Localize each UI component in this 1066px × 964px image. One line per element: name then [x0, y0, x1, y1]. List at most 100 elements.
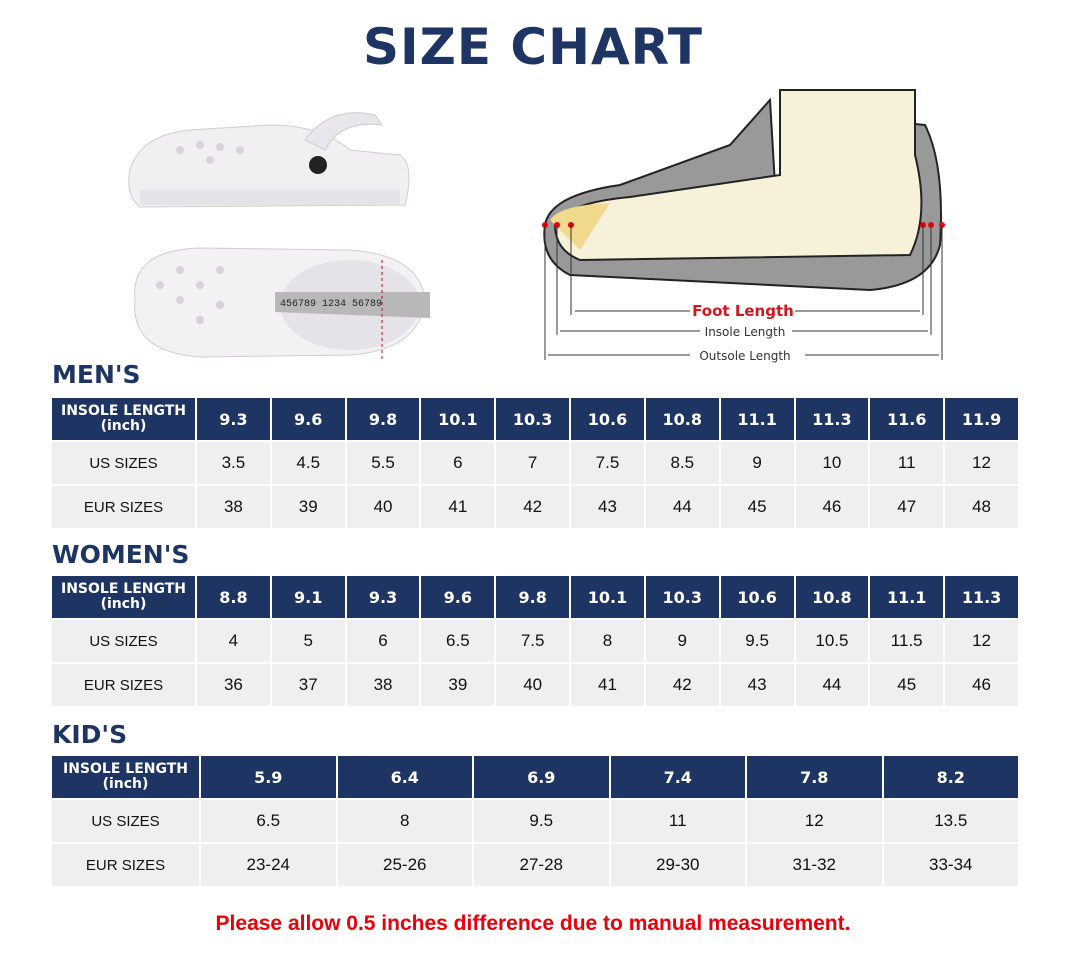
kids-size-table: INSOLE LENGTH (inch) 5.9 6.4 6.9 7.4 7.8 8.2 US …	[50, 754, 1020, 888]
size-cell: 6.5	[421, 620, 495, 662]
insole-cell: 10.1	[571, 576, 644, 618]
size-cell: 12	[945, 620, 1018, 662]
kids-heading: KID'S	[52, 720, 128, 749]
insole-length-row: INSOLE LENGTH (inch) 9.3 9.6 9.8 10.1 10.3 10.6…	[52, 398, 1018, 440]
size-cell: 39	[271, 486, 345, 528]
eur-sizes-row: EUR SIZES 36 37 38 39 40 41 42 43 44 45 46	[52, 664, 1018, 706]
size-cell: 40	[496, 664, 570, 706]
row-label: US SIZES	[52, 442, 195, 484]
size-cell: 45	[720, 486, 794, 528]
insole-cell: 7.8	[747, 756, 882, 798]
insole-cell: 10.6	[571, 398, 644, 440]
size-cell: 4.5	[271, 442, 345, 484]
size-cell: 41	[421, 486, 495, 528]
size-cell: 7.5	[496, 620, 570, 662]
insole-cell: 5.9	[201, 756, 336, 798]
size-cell: 42	[496, 486, 570, 528]
insole-cell: 8.2	[883, 756, 1018, 798]
size-cell: 10.5	[795, 620, 869, 662]
size-cell: 39	[421, 664, 495, 706]
size-cell: 44	[645, 486, 719, 528]
insole-cell: 9.1	[271, 576, 345, 618]
measurement-note: Please allow 0.5 inches difference due t…	[215, 912, 851, 935]
outsole-length-label: Outsole Length	[699, 349, 790, 363]
insole-cell: 10.6	[720, 576, 794, 618]
row-label: US SIZES	[52, 620, 195, 662]
men-heading: MEN'S	[52, 360, 141, 389]
insole-cell: 10.8	[645, 398, 719, 440]
size-cell: 29-30	[610, 844, 745, 886]
women-size-table: INSOLE LENGTH (inch) 8.8 9.1 9.3 9.6 9.8 10.1 10…	[50, 574, 1020, 708]
size-cell: 46	[795, 486, 869, 528]
row-label: EUR SIZES	[52, 844, 199, 886]
foot-measurement-diagram: Foot Length Insole Length Outsole Length	[542, 89, 945, 363]
size-cell: 9.5	[474, 800, 609, 842]
size-cell: 37	[271, 664, 345, 706]
us-sizes-row: US SIZES 6.5 8 9.5 11 12 13.5	[52, 800, 1018, 842]
size-cell: 7	[496, 442, 570, 484]
size-cell: 6.5	[201, 800, 336, 842]
size-cell: 44	[795, 664, 869, 706]
size-cell: 11	[870, 442, 944, 484]
row-label: INSOLE LENGTH (inch)	[52, 576, 195, 618]
insole-cell: 9.8	[346, 398, 420, 440]
insole-cell: 8.8	[197, 576, 270, 618]
size-cell: 5	[271, 620, 345, 662]
size-cell: 8.5	[645, 442, 719, 484]
insole-cell: 7.4	[610, 756, 745, 798]
size-cell: 41	[571, 664, 644, 706]
size-cell: 36	[197, 664, 270, 706]
size-cell: 47	[870, 486, 944, 528]
size-cell: 43	[720, 664, 794, 706]
insole-cell: 9.3	[197, 398, 270, 440]
size-cell: 38	[346, 664, 420, 706]
insole-cell: 10.3	[645, 576, 719, 618]
foot-length-label: Foot Length	[692, 302, 794, 320]
size-cell: 10	[795, 442, 869, 484]
page-title: SIZE CHART	[362, 18, 704, 76]
size-cell: 25-26	[337, 844, 472, 886]
size-cell: 8	[337, 800, 472, 842]
insole-cell: 11.3	[795, 398, 869, 440]
size-cell: 23-24	[201, 844, 336, 886]
size-cell: 40	[346, 486, 420, 528]
clog-top-measure-image: 456789 1234 56789	[134, 247, 430, 360]
size-cell: 9	[720, 442, 794, 484]
size-cell: 9.5	[720, 620, 794, 662]
insole-cell: 10.8	[795, 576, 869, 618]
size-cell: 38	[197, 486, 270, 528]
insole-length-row: INSOLE LENGTH (inch) 8.8 9.1 9.3 9.6 9.8 10.1 10…	[52, 576, 1018, 618]
insole-cell: 11.9	[945, 398, 1018, 440]
size-cell: 9	[645, 620, 719, 662]
size-cell: 5.5	[346, 442, 420, 484]
eur-sizes-row: EUR SIZES 38 39 40 41 42 43 44 45 46 47 48	[52, 486, 1018, 528]
insole-cell: 10.3	[496, 398, 570, 440]
row-label: EUR SIZES	[52, 486, 195, 528]
size-cell: 43	[571, 486, 644, 528]
insole-cell: 6.9	[474, 756, 609, 798]
size-cell: 7.5	[571, 442, 644, 484]
size-cell: 12	[945, 442, 1018, 484]
row-label: EUR SIZES	[52, 664, 195, 706]
size-cell: 33-34	[883, 844, 1018, 886]
size-cell: 6	[346, 620, 420, 662]
insole-cell: 11.6	[870, 398, 944, 440]
size-cell: 48	[945, 486, 1018, 528]
women-heading: WOMEN'S	[52, 540, 190, 569]
insole-cell: 9.8	[496, 576, 570, 618]
size-cell: 12	[747, 800, 882, 842]
size-cell: 42	[645, 664, 719, 706]
row-label: INSOLE LENGTH (inch)	[52, 398, 195, 440]
insole-cell: 11.1	[720, 398, 794, 440]
size-cell: 8	[571, 620, 644, 662]
size-cell: 27-28	[474, 844, 609, 886]
us-sizes-row: US SIZES 4 5 6 6.5 7.5 8 9 9.5 10.5 11.5 12	[52, 620, 1018, 662]
row-label: US SIZES	[52, 800, 199, 842]
insole-cell: 9.6	[271, 398, 345, 440]
size-cell: 13.5	[883, 800, 1018, 842]
eur-sizes-row: EUR SIZES 23-24 25-26 27-28 29-30 31-32 33-34	[52, 844, 1018, 886]
insole-cell: 6.4	[337, 756, 472, 798]
size-cell: 46	[945, 664, 1018, 706]
insole-cell: 9.3	[346, 576, 420, 618]
size-cell: 11	[610, 800, 745, 842]
